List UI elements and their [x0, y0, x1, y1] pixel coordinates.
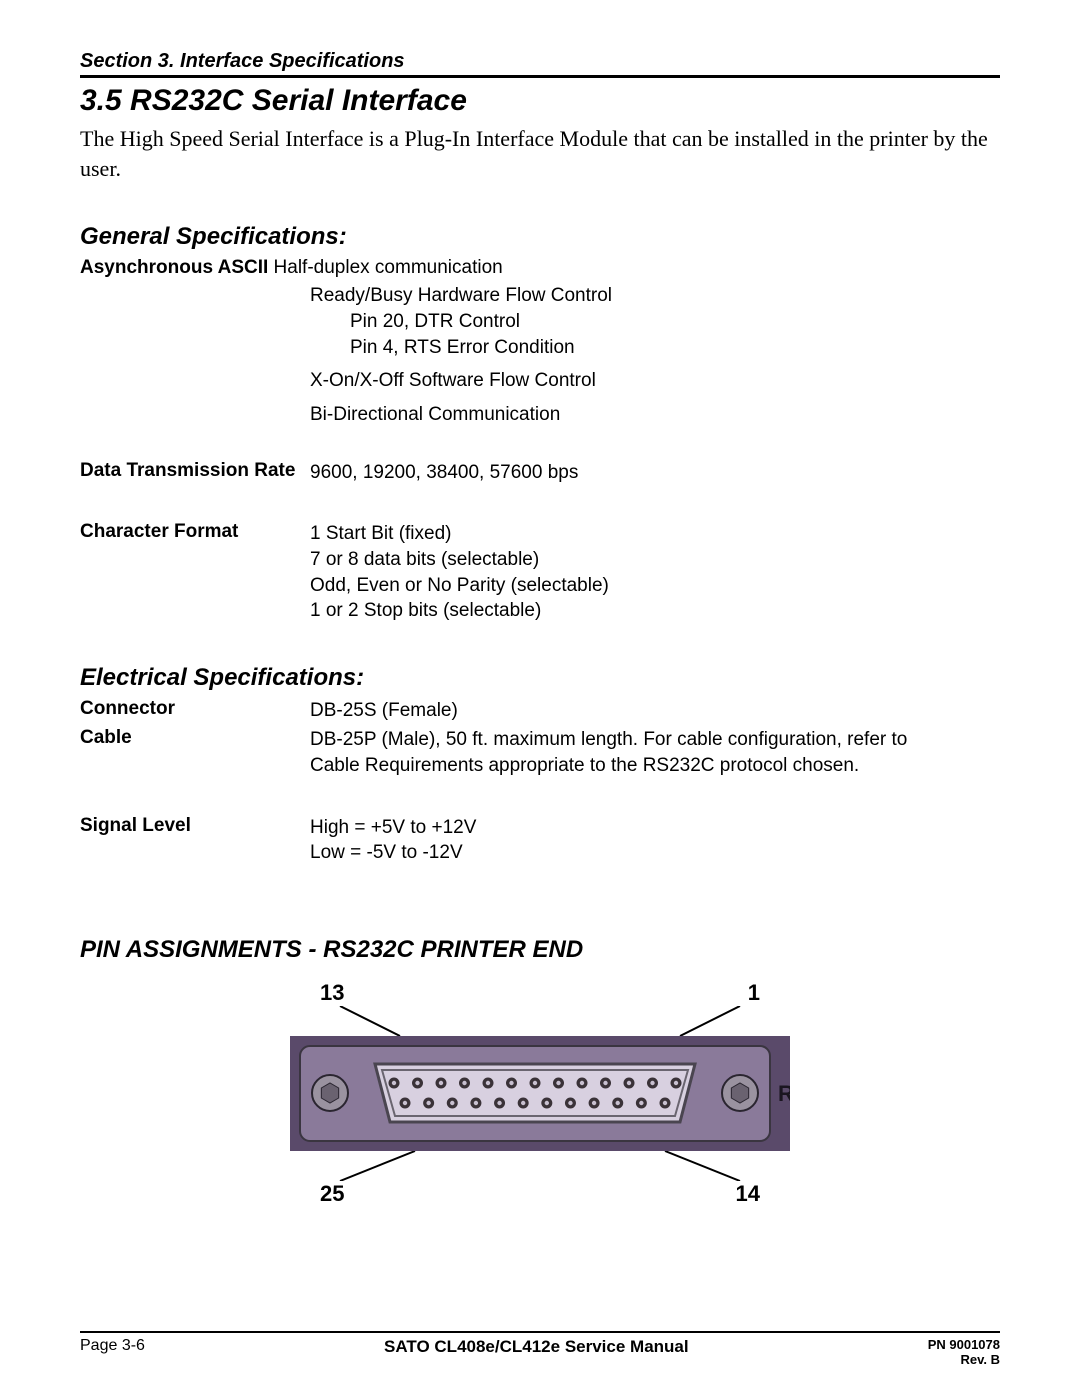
rate-label: Data Transmission Rate: [80, 460, 310, 482]
rate-row: Data Transmission Rate 9600, 19200, 3840…: [80, 460, 1000, 486]
flow-control-block: Ready/Busy Hardware Flow Control Pin 20,…: [310, 283, 1000, 427]
page-title: 3.5 RS232C Serial Interface: [80, 84, 1000, 118]
char-a: 1 Start Bit (fixed): [310, 521, 609, 547]
async-label: Asynchronous ASCII: [80, 257, 268, 278]
char-d: 1 or 2 Stop bits (selectable): [310, 598, 609, 624]
pin-14-label: 14: [736, 1181, 760, 1207]
rate-value: 9600, 19200, 38400, 57600 bps: [310, 460, 578, 486]
char-label: Character Format: [80, 521, 310, 543]
pin-25-label: 25: [320, 1181, 344, 1207]
char-b: 7 or 8 data bits (selectable): [310, 547, 609, 573]
svg-text:R: R: [778, 1081, 790, 1106]
db25-connector-image: R: [290, 1036, 790, 1151]
flow2: X-On/X-Off Software Flow Control: [310, 368, 1000, 394]
leader-lines-bottom: [290, 1151, 790, 1181]
char-row: Character Format 1 Start Bit (fixed) 7 o…: [80, 521, 1000, 624]
footer-pn: PN 9001078: [928, 1337, 1000, 1352]
pin-labels-top: 13 1: [290, 980, 790, 1006]
connector-label: Connector: [80, 698, 310, 720]
char-c: Odd, Even or No Parity (selectable): [310, 573, 609, 599]
signal-label: Signal Level: [80, 815, 310, 837]
async-value: Half-duplex communication: [268, 257, 502, 278]
footer-right: PN 9001078 Rev. B: [928, 1337, 1000, 1367]
flow3: Bi-Directional Communication: [310, 402, 1000, 428]
pin-labels-bottom: 25 14: [290, 1181, 790, 1207]
flow1-a: Pin 20, DTR Control: [310, 309, 1000, 335]
signal-values: High = +5V to +12V Low = -5V to -12V: [310, 815, 476, 866]
signal-b: Low = -5V to -12V: [310, 840, 476, 866]
connector-diagram: 13 1 R 25 14: [80, 980, 1000, 1207]
pin-1-label: 1: [748, 980, 760, 1006]
footer-center: SATO CL408e/CL412e Service Manual: [384, 1337, 689, 1357]
flow1: Ready/Busy Hardware Flow Control: [310, 283, 1000, 309]
page-footer: Page 3-6 SATO CL408e/CL412e Service Manu…: [80, 1331, 1000, 1367]
cable-label: Cable: [80, 727, 310, 749]
pin-heading: PIN ASSIGNMENTS - RS232C PRINTER END: [80, 936, 1000, 964]
general-heading: General Specifications:: [80, 223, 1000, 251]
cable-row: Cable DB-25P (Male), 50 ft. maximum leng…: [80, 727, 1000, 778]
section-header: Section 3. Interface Specifications: [80, 50, 1000, 78]
footer-page: Page 3-6: [80, 1337, 145, 1355]
char-values: 1 Start Bit (fixed) 7 or 8 data bits (se…: [310, 521, 609, 624]
connector-value: DB-25S (Female): [310, 698, 458, 724]
leader-lines-top: [290, 1006, 790, 1036]
intro-text: The High Speed Serial Interface is a Plu…: [80, 124, 1000, 183]
signal-row: Signal Level High = +5V to +12V Low = -5…: [80, 815, 1000, 866]
signal-a: High = +5V to +12V: [310, 815, 476, 841]
connector-row: Connector DB-25S (Female): [80, 698, 1000, 724]
async-row: Asynchronous ASCII Half-duplex communica…: [80, 257, 1000, 279]
pin-13-label: 13: [320, 980, 344, 1006]
footer-rev: Rev. B: [928, 1352, 1000, 1367]
flow1-b: Pin 4, RTS Error Condition: [310, 335, 1000, 361]
page: Section 3. Interface Specifications 3.5 …: [0, 0, 1080, 1397]
cable-value: DB-25P (Male), 50 ft. maximum length. Fo…: [310, 727, 940, 778]
electrical-heading: Electrical Specifications:: [80, 664, 1000, 692]
